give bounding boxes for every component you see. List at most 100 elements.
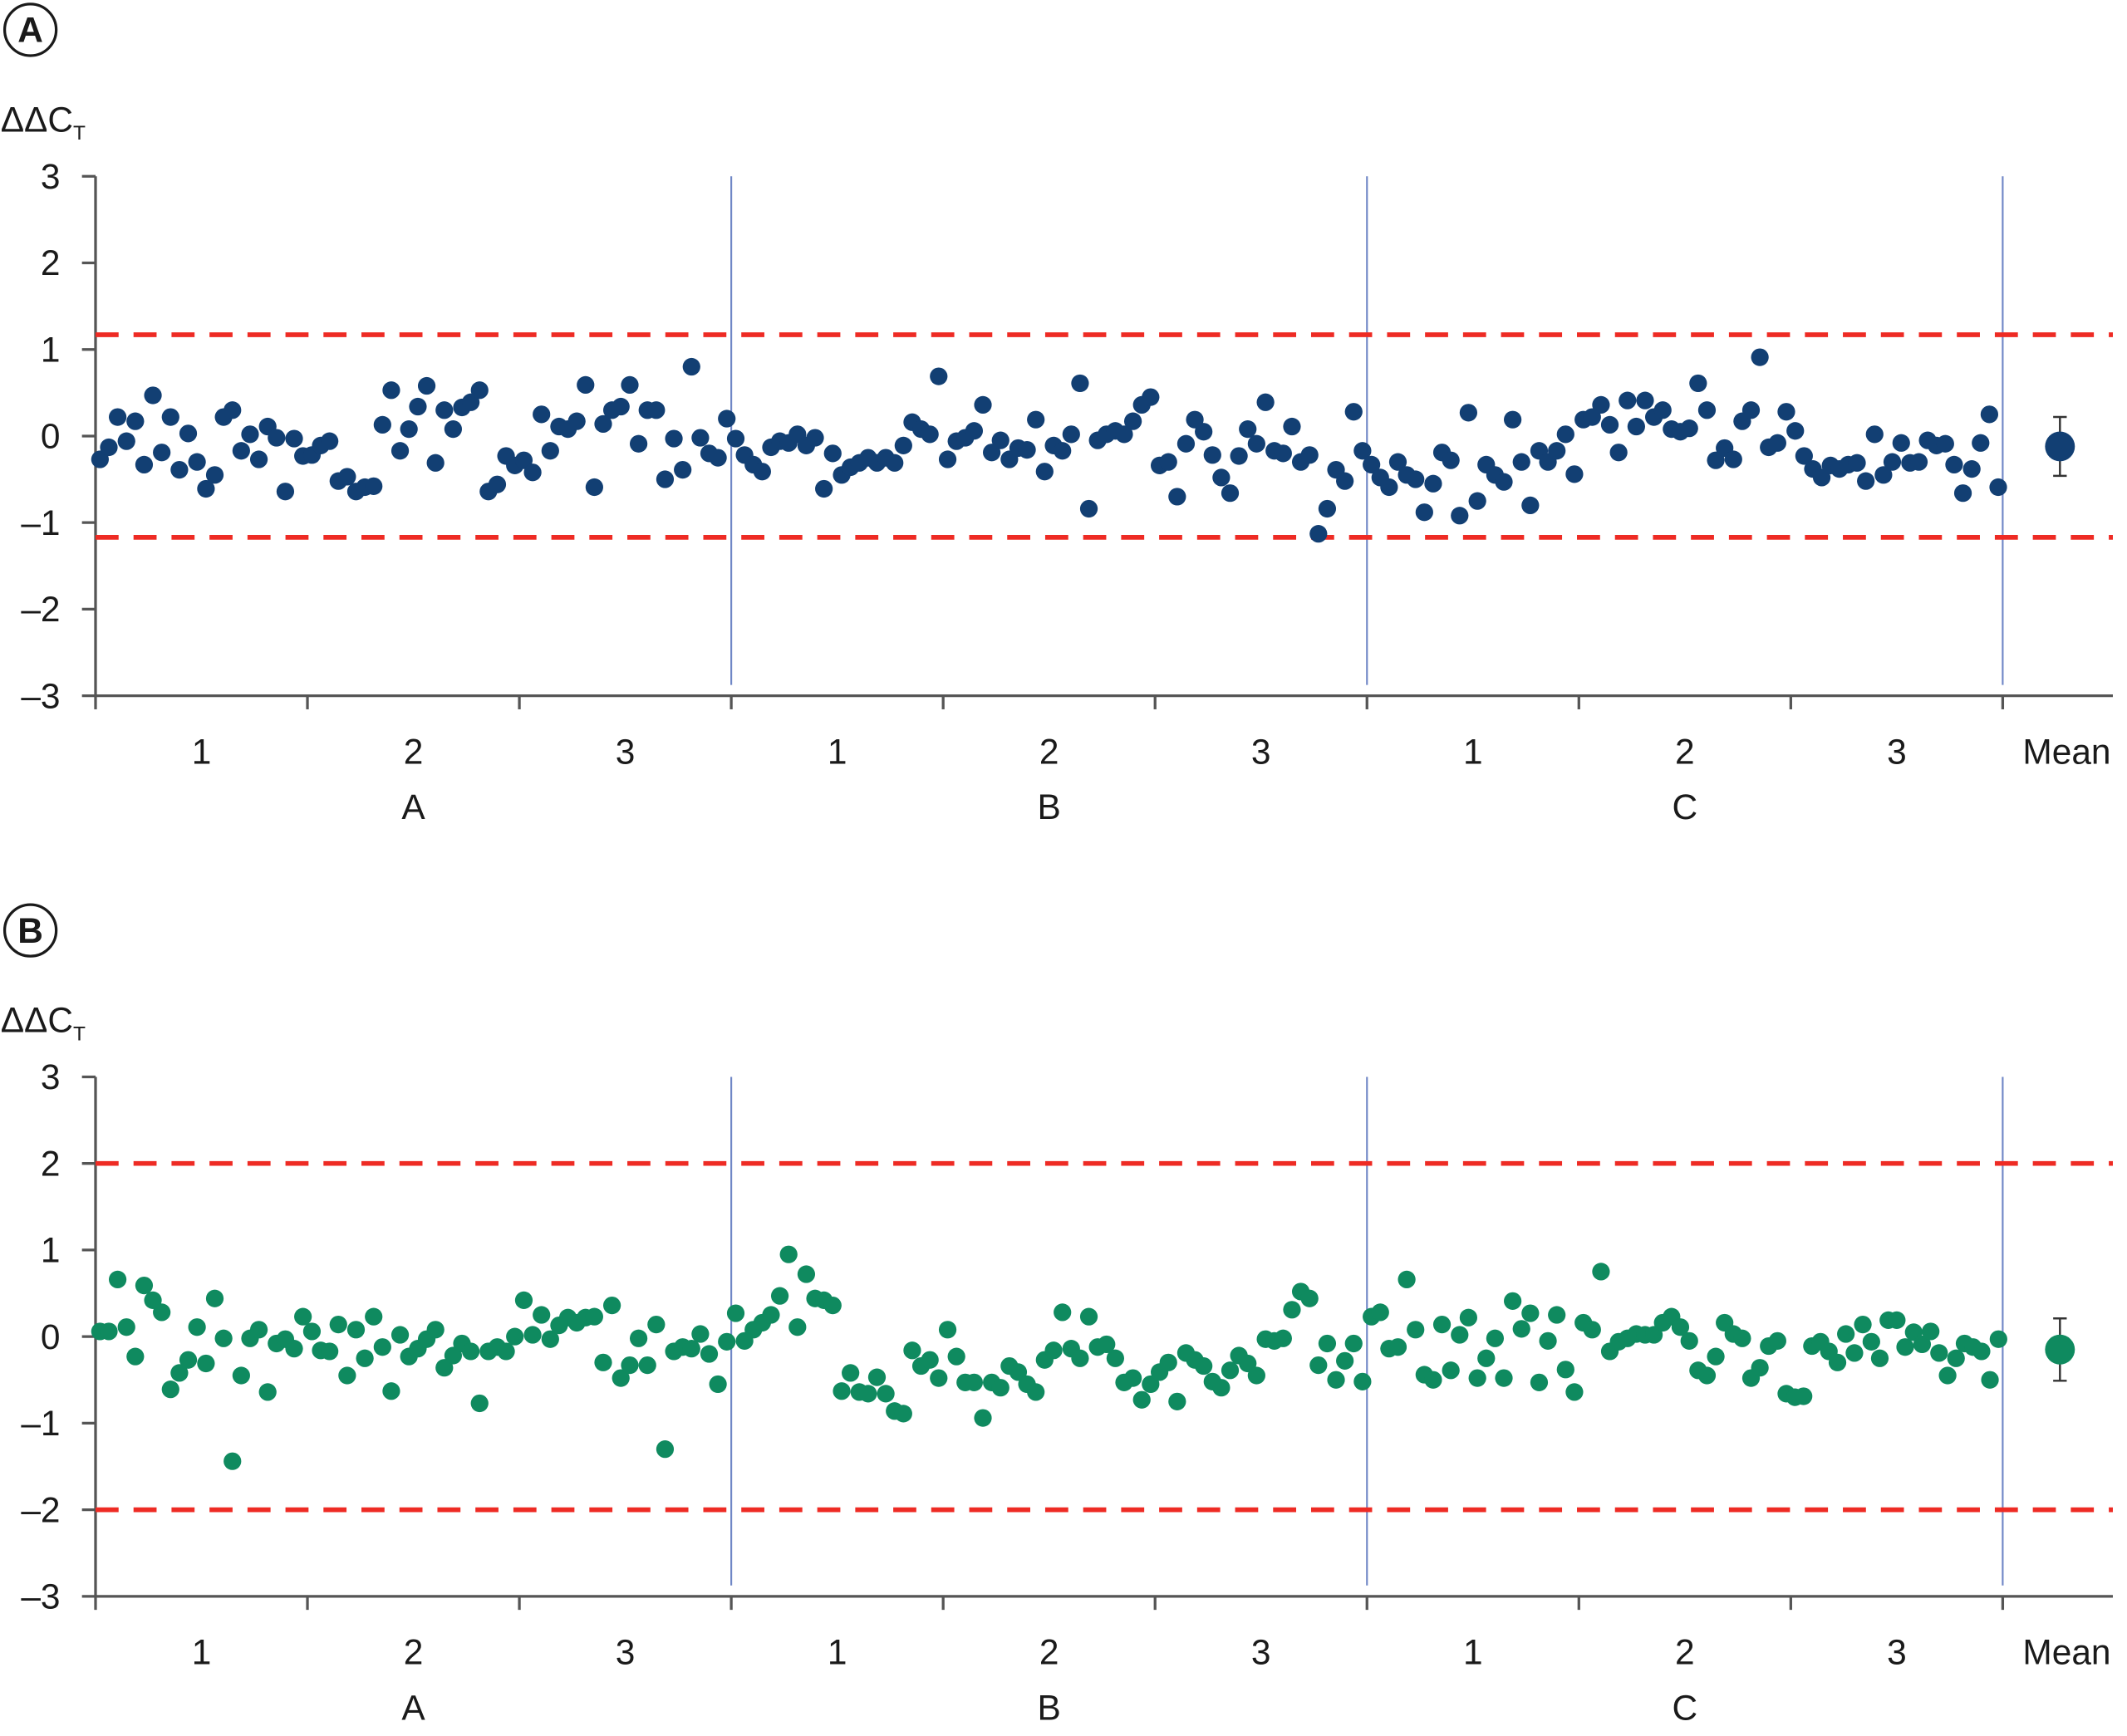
data-point: [514, 451, 533, 469]
data-point: [117, 1318, 135, 1336]
data-point: [1812, 468, 1831, 487]
data-point: [1300, 446, 1319, 464]
data-point: [665, 429, 683, 448]
data-point: [1556, 425, 1574, 444]
data-point: [1054, 1303, 1072, 1322]
data-point: [1300, 1289, 1319, 1307]
data-point: [647, 401, 666, 419]
data-point: [930, 367, 948, 385]
data-point: [1283, 1301, 1301, 1319]
data-point: [585, 478, 603, 497]
data-point: [1512, 453, 1530, 471]
data-point: [161, 1380, 179, 1399]
data-point: [1922, 1322, 1940, 1341]
x-outer-category-label: B: [1038, 787, 1061, 826]
data-point: [533, 1306, 551, 1324]
data-point: [232, 442, 250, 460]
data-point: [179, 1351, 198, 1369]
x-inner-category-label: 3: [1251, 732, 1271, 771]
data-point: [1415, 503, 1433, 522]
y-tick-label: 0: [41, 1317, 61, 1356]
data-point: [400, 420, 418, 439]
data-point: [391, 1326, 410, 1344]
data-point: [1786, 422, 1805, 440]
panel-b: B ΔΔCT 3 2 1 0 –1 –2 –3 1 2 3 1 2 3 1 2 3 A B C Mean: [1, 903, 2113, 1727]
data-point: [947, 1347, 965, 1366]
data-point: [1176, 434, 1196, 453]
data-point: [197, 479, 215, 498]
data-point: [1071, 374, 1089, 393]
data-point: [444, 420, 463, 439]
data-point: [1018, 440, 1036, 459]
data-point: [1565, 465, 1584, 483]
x-outer-category-label: A: [401, 787, 425, 826]
x-inner-category-label: 2: [1039, 1632, 1059, 1671]
data-point: [921, 1351, 939, 1369]
data-point: [991, 1379, 1009, 1397]
data-point: [1407, 1321, 1425, 1339]
data-point: [1504, 410, 1522, 429]
y-tick-label: –3: [21, 1577, 60, 1616]
data-point: [1442, 451, 1460, 469]
data-point: [1936, 434, 1954, 453]
data-point: [108, 1270, 127, 1289]
data-point: [718, 409, 736, 428]
data-point: [577, 375, 595, 395]
data-point: [153, 1303, 171, 1322]
x-inner-category-label: 1: [192, 1632, 212, 1671]
y-tick-label: –3: [21, 676, 60, 715]
x-inner-category-label: 1: [828, 732, 847, 771]
data-point: [153, 444, 171, 462]
data-point: [1592, 395, 1610, 414]
data-point: [691, 429, 710, 447]
data-point: [1106, 1349, 1124, 1367]
data-point: [1212, 1379, 1231, 1397]
data-point: [833, 1382, 851, 1400]
data-point: [1619, 391, 1637, 409]
data-point: [1256, 393, 1275, 411]
data-point: [886, 454, 904, 472]
panel-letter: A: [17, 11, 43, 50]
data-point: [1221, 484, 1240, 503]
data-point: [965, 1373, 984, 1391]
data-point: [823, 444, 842, 463]
x-inner-category-label: 2: [404, 732, 424, 771]
data-point: [1230, 447, 1248, 465]
data-point: [214, 1329, 233, 1347]
data-point: [867, 1368, 887, 1386]
data-point: [1680, 419, 1698, 438]
data-point: [1132, 1390, 1151, 1409]
x-outer-category-label: A: [401, 1688, 425, 1727]
data-point: [1697, 1366, 1717, 1385]
data-point: [506, 1327, 524, 1346]
data-point: [1530, 1373, 1549, 1391]
y-tick-label: 0: [41, 417, 61, 456]
data-point: [1123, 1369, 1142, 1387]
data-point: [656, 470, 675, 488]
data-point: [188, 1318, 206, 1336]
data-point: [1583, 1321, 1601, 1339]
data-point: [602, 1296, 621, 1315]
data-point: [1432, 1315, 1452, 1334]
x-inner-category-label: 3: [1887, 732, 1907, 771]
data-point: [1857, 472, 1875, 490]
data-point: [462, 1342, 480, 1361]
data-point: [135, 1276, 154, 1295]
data-point: [806, 429, 824, 447]
data-point: [1862, 1332, 1880, 1351]
data-point: [117, 432, 135, 450]
data-point: [647, 1315, 666, 1334]
data-point: [700, 1345, 719, 1363]
data-point: [1044, 1341, 1063, 1360]
data-point: [1239, 420, 1257, 439]
x-inner-category-label: 2: [404, 1632, 424, 1671]
data-point: [991, 431, 1009, 449]
data-point: [1221, 1361, 1240, 1380]
data-point: [594, 1353, 612, 1371]
data-point: [1071, 1349, 1089, 1367]
data-point: [356, 1349, 374, 1367]
data-point: [417, 376, 436, 395]
data-point: [656, 1440, 675, 1459]
data-point: [258, 1383, 277, 1401]
y-tick-label: 1: [41, 330, 61, 369]
